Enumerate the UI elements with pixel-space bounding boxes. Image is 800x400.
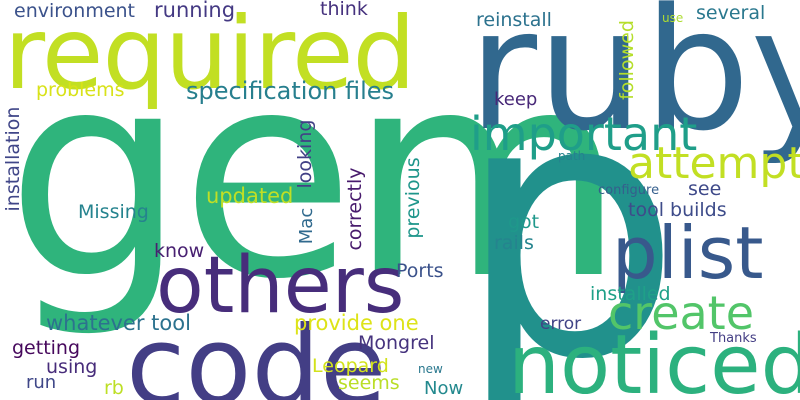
word-run: run (26, 372, 57, 393)
word-p: p (456, 23, 682, 400)
word-others: others (156, 241, 405, 331)
word-keep: keep (494, 89, 538, 110)
word-correctly: correctly (344, 167, 366, 251)
word-whatever-tool: whatever tool (46, 311, 191, 335)
word-leopard: Leopard (312, 355, 389, 377)
word-missing: Missing (78, 201, 149, 223)
word-configure: configure (598, 183, 660, 198)
word-provide-one: provide one (294, 311, 419, 335)
word-several: several (696, 2, 766, 24)
word-rb: rb (104, 377, 124, 399)
word-installed: installed (590, 283, 671, 305)
word-code: code (126, 304, 387, 400)
word-using: using (46, 356, 98, 378)
word-looking: looking (294, 119, 316, 189)
word-specification-files: specification files (186, 77, 395, 105)
word-attempt: attempt (628, 138, 800, 189)
word-problems: problems (36, 79, 125, 101)
word-running: running (154, 0, 236, 22)
word-ruby: ruby (468, 0, 800, 168)
word-getting: getting (12, 337, 81, 359)
word-new: new (418, 362, 443, 376)
word-previous: previous (402, 157, 424, 239)
word-rails: rails (494, 232, 534, 254)
word-use: use (662, 11, 684, 25)
word-think: think (320, 0, 368, 20)
word-create: create (608, 286, 755, 340)
word-reinstall: reinstall (476, 9, 552, 31)
word-tool-builds: tool builds (628, 199, 727, 221)
word-got: got (508, 211, 540, 233)
word-see: see (688, 178, 722, 200)
word-required: required (4, 0, 416, 112)
word-error: error (540, 314, 582, 334)
word-seems: seems (338, 372, 400, 394)
word-path: path (558, 149, 586, 163)
word-now: Now (424, 378, 464, 399)
word-environment: environment (14, 0, 136, 22)
word-noticed: noticed (508, 318, 800, 400)
word-installation: installation (2, 106, 24, 212)
word-gem: gem (6, 10, 626, 341)
word-know: know (154, 240, 205, 262)
word-followed: followed (616, 20, 638, 100)
word-plist: plist (612, 211, 764, 295)
word-thanks: Thanks (710, 331, 757, 346)
word-ports: Ports (396, 260, 444, 282)
word-mongrel: Mongrel (358, 332, 435, 354)
word-updated: updated (206, 184, 294, 208)
word-important: important (470, 107, 698, 161)
word-mac: Mac (296, 207, 317, 245)
